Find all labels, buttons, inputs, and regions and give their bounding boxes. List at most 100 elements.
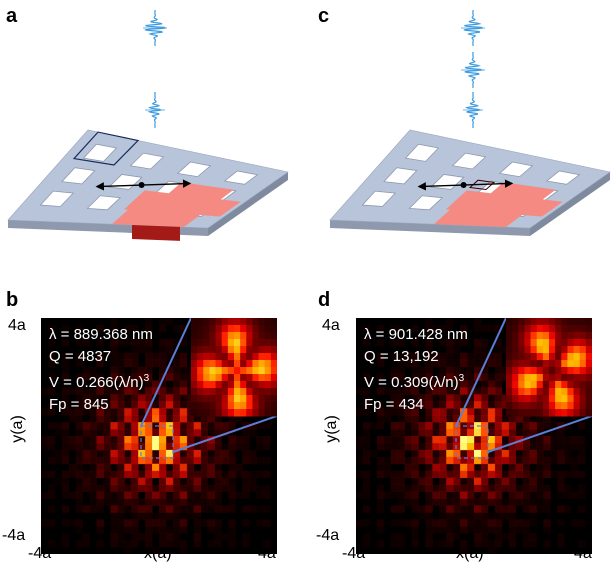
inset-cell	[567, 360, 575, 368]
field-cell	[362, 533, 371, 541]
field-cell	[82, 366, 90, 374]
field-cell	[425, 505, 433, 513]
field-cell	[124, 387, 132, 395]
inset-cell	[209, 374, 217, 382]
field-cell	[494, 387, 503, 395]
field-cell	[145, 338, 153, 347]
field-cell	[186, 422, 195, 430]
field-cell	[564, 436, 572, 444]
field-cell	[54, 422, 63, 430]
field-cell	[207, 415, 215, 423]
field-cell	[172, 359, 181, 367]
field-cell	[131, 415, 139, 423]
field-cell	[376, 359, 385, 367]
inset-cell	[579, 395, 587, 403]
field-cell	[501, 477, 510, 485]
field-cell	[89, 387, 97, 395]
field-cell	[214, 491, 222, 499]
inset-cell	[549, 388, 556, 396]
inset-cell	[530, 346, 538, 354]
inset-cell	[264, 318, 272, 326]
field-cell	[228, 429, 236, 437]
field-cell	[515, 498, 523, 506]
field-cell	[124, 401, 132, 409]
field-cell	[172, 526, 181, 534]
field-cell	[75, 422, 84, 430]
inset-cell	[561, 409, 568, 417]
field-cell	[522, 477, 530, 485]
field-cell	[124, 519, 132, 527]
field-cell	[61, 436, 70, 444]
inset-cell	[579, 332, 587, 340]
field-cell	[145, 456, 153, 465]
field-cell	[186, 373, 195, 381]
field-cell	[75, 415, 84, 423]
field-cell	[362, 470, 371, 479]
field-cell	[557, 442, 565, 451]
field-cell	[179, 484, 188, 492]
inset-cell	[585, 332, 592, 340]
field-cell	[103, 456, 111, 465]
field-cell	[138, 512, 146, 520]
inset-cell	[518, 339, 525, 347]
field-cell	[376, 442, 385, 451]
field-cell	[411, 526, 419, 534]
inset-cell	[227, 388, 235, 396]
field-cell	[221, 477, 229, 485]
field-cell	[487, 442, 496, 451]
field-cell	[397, 422, 405, 430]
inset-cell	[506, 325, 513, 333]
field-cell	[474, 394, 482, 402]
field-cell	[432, 540, 440, 548]
field-cell	[432, 380, 440, 388]
field-cell	[474, 366, 482, 374]
field-cell	[487, 373, 496, 381]
inset-cell	[215, 339, 223, 347]
field-cell	[460, 429, 468, 437]
field-cell	[186, 456, 195, 465]
field-cell	[165, 449, 174, 458]
field-cell	[47, 470, 56, 479]
field-cell	[571, 519, 579, 527]
field-cell	[467, 477, 475, 485]
field-cell	[75, 449, 84, 458]
inset-cell	[555, 353, 562, 361]
field-cell	[145, 505, 153, 513]
field-cell	[487, 519, 496, 527]
field-cell	[411, 470, 419, 479]
field-cell	[228, 463, 236, 472]
field-cell	[474, 352, 482, 361]
field-cell	[145, 324, 153, 333]
field-cell	[82, 394, 90, 402]
field-cell	[242, 505, 250, 513]
field-cell	[480, 429, 489, 437]
field-cell	[383, 470, 392, 479]
field-cell	[480, 408, 489, 416]
field-cell	[376, 422, 385, 430]
field-cell	[221, 470, 229, 479]
field-cell	[110, 477, 118, 485]
field-cell	[193, 456, 202, 465]
field-cell	[242, 436, 250, 444]
field-cell	[529, 429, 537, 437]
inset-cell	[197, 339, 204, 347]
field-cell	[228, 422, 236, 430]
inset-cell	[234, 388, 241, 396]
inset-cell	[209, 367, 217, 375]
field-cell	[397, 442, 405, 451]
field-cell	[103, 470, 111, 479]
field-cell	[207, 463, 215, 472]
field-cell	[235, 415, 243, 423]
inset-cell	[258, 353, 266, 361]
field-cell	[54, 456, 63, 465]
inset-cell	[252, 360, 260, 368]
field-cell	[425, 484, 433, 492]
field-cell	[75, 519, 84, 527]
inset-cell	[573, 409, 581, 417]
field-cell	[159, 415, 167, 423]
inset-cell	[221, 353, 229, 361]
field-cell	[165, 436, 174, 444]
field-cell	[404, 519, 412, 527]
field-cell	[557, 484, 565, 492]
field-cell	[165, 498, 174, 506]
